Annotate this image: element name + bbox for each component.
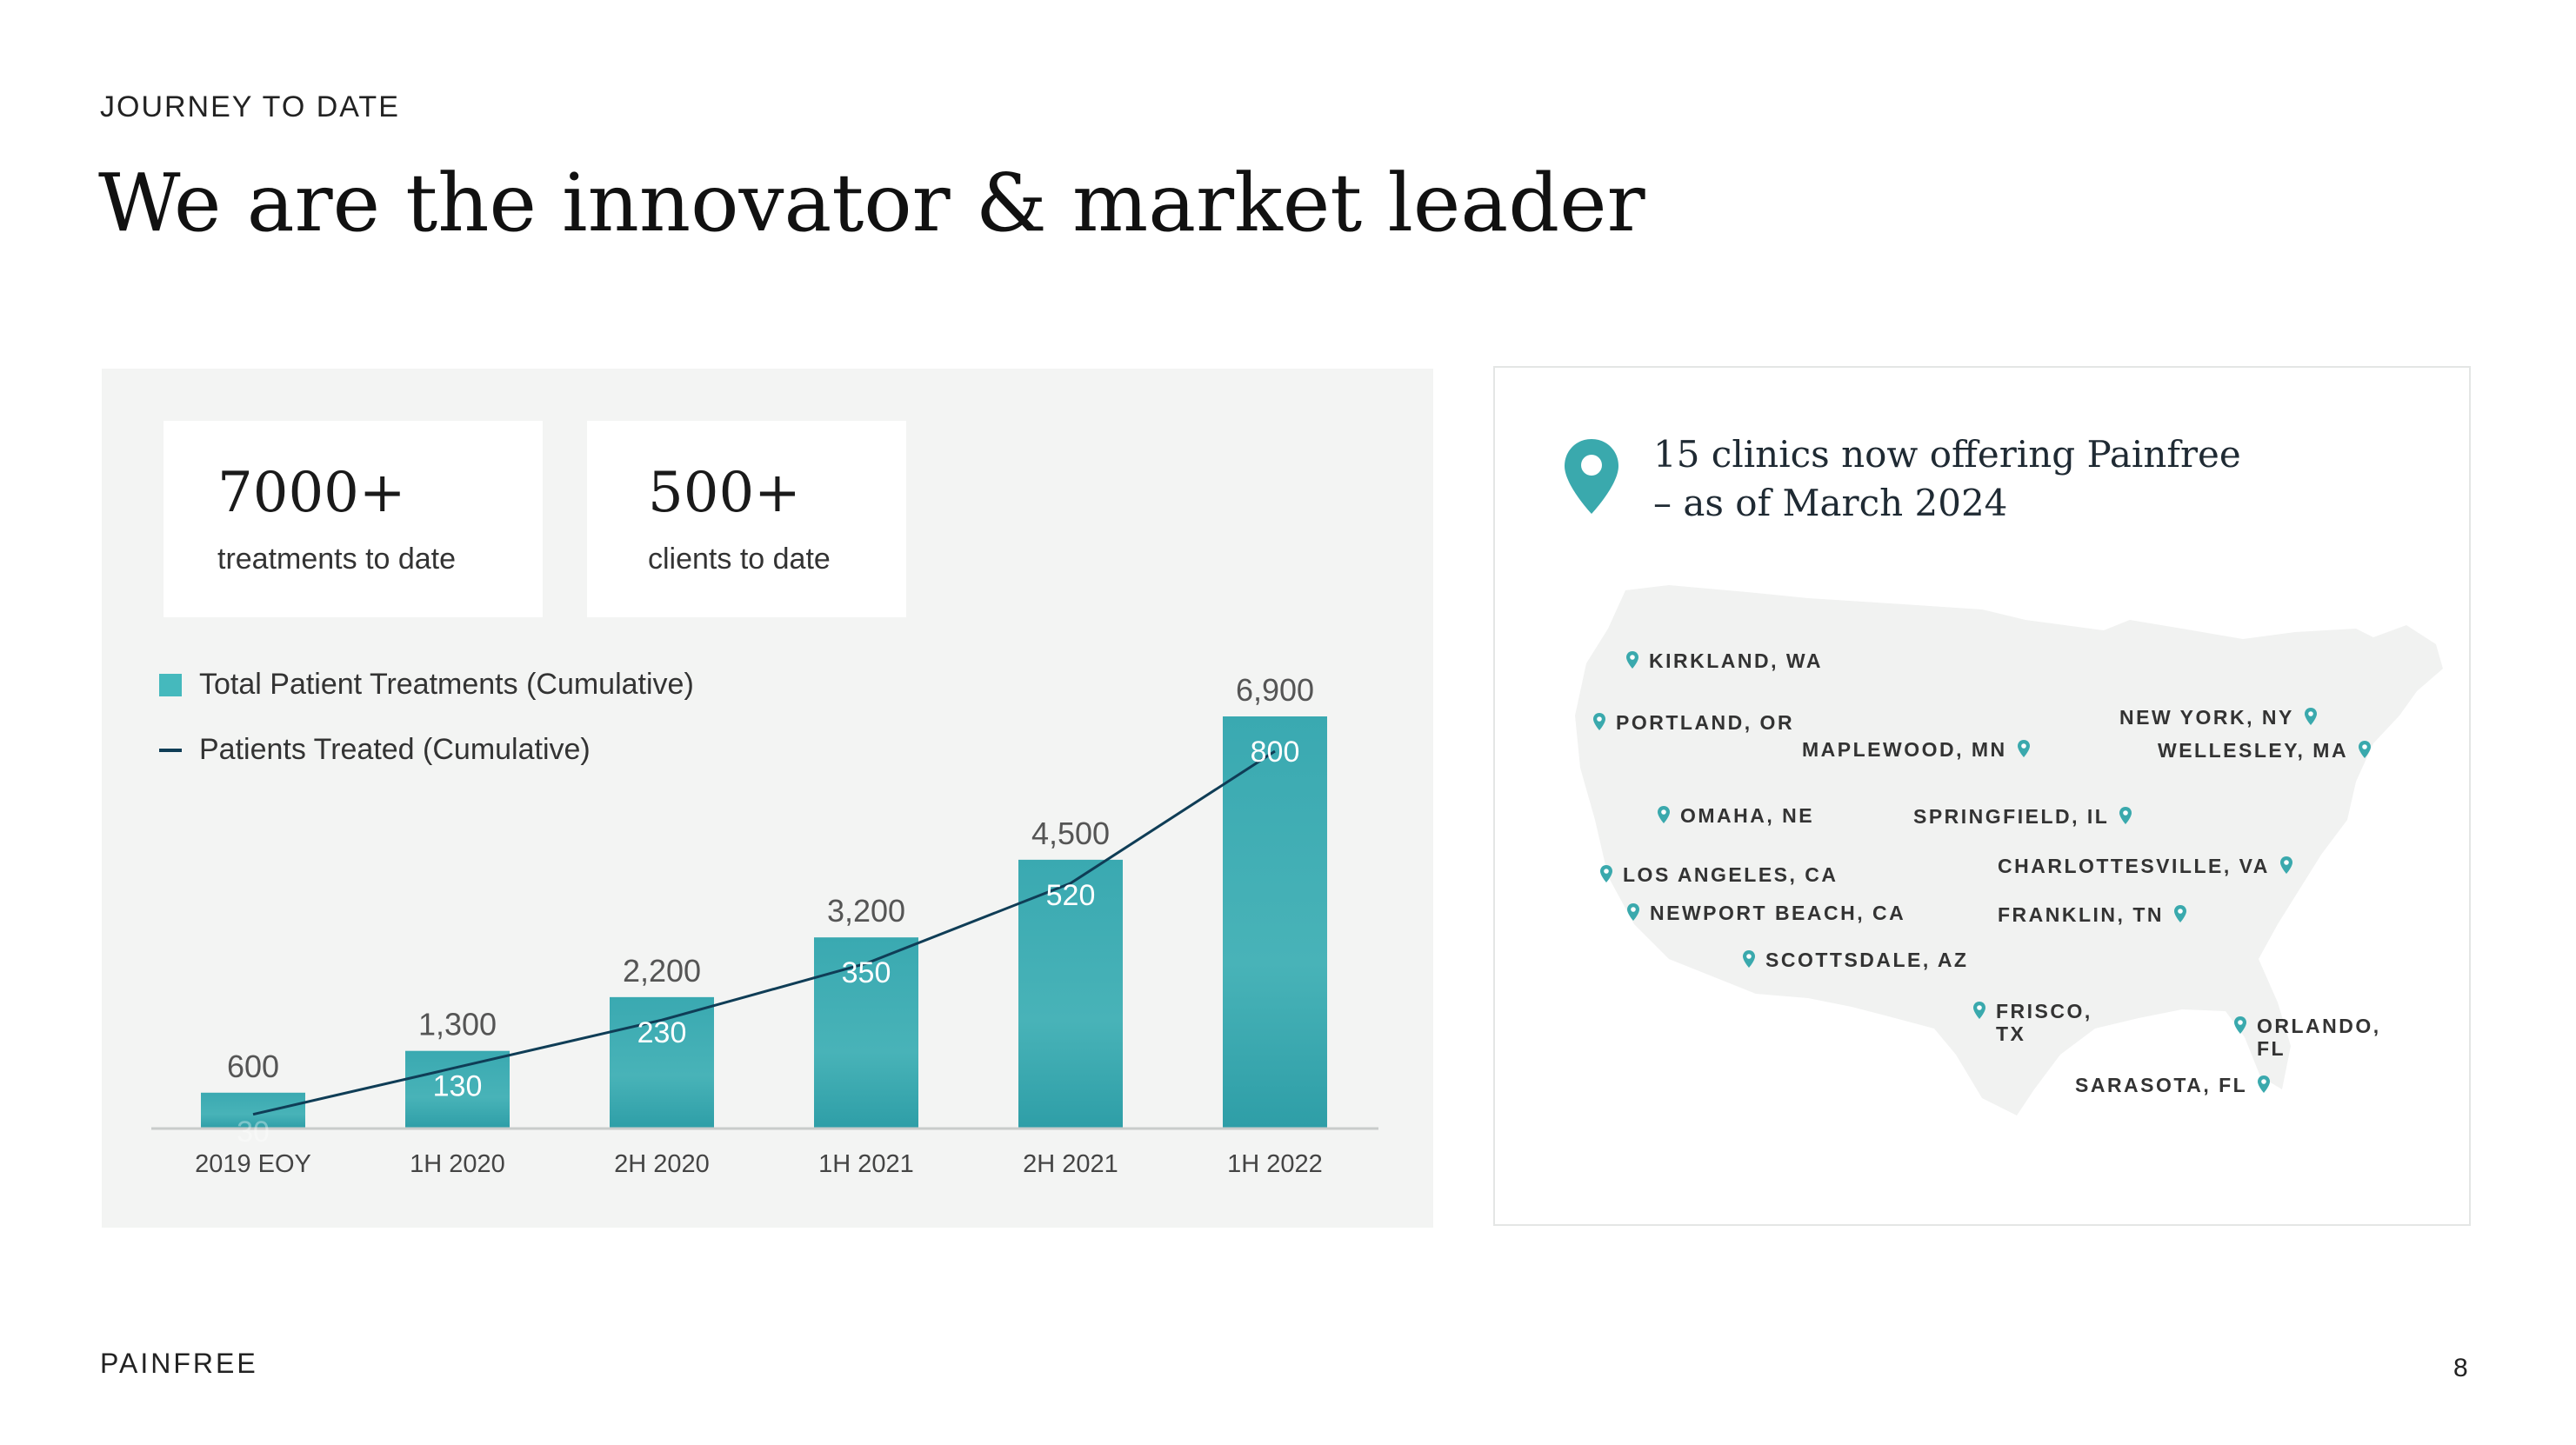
bar-5 bbox=[1223, 716, 1327, 1129]
clinic-springfield: SPRINGFIELD, IL bbox=[1913, 805, 2132, 828]
bar-value-label: 1,300 bbox=[418, 1007, 497, 1042]
bar-0 bbox=[201, 1092, 305, 1129]
clinic-wellesley: WELLESLEY, MA bbox=[2158, 739, 2372, 762]
clinic-newport-beach: NEWPORT BEACH, CA bbox=[1627, 902, 1905, 924]
clinic-label: MAPLEWOOD, MN bbox=[1802, 738, 2007, 761]
us-map bbox=[1575, 585, 2443, 1115]
clinic-new-york: NEW YORK, NY bbox=[2119, 706, 2317, 729]
footer-brand: PAINFREE bbox=[100, 1348, 258, 1379]
line-value-label: 520 bbox=[1046, 879, 1096, 912]
eyebrow-label: JOURNEY TO DATE bbox=[100, 90, 400, 123]
location-pin-icon bbox=[1743, 950, 1755, 968]
location-pin-icon bbox=[1973, 1002, 1985, 1019]
location-pin-icon bbox=[1627, 903, 1639, 921]
line-value-label: 350 bbox=[842, 956, 891, 989]
clinic-label: FRANKLIN, TN bbox=[1998, 903, 2164, 926]
location-pin-icon bbox=[1658, 806, 1670, 823]
stat-label: clients to date bbox=[648, 543, 831, 576]
clinic-label: LOS ANGELES, CA bbox=[1623, 863, 1839, 886]
stat-value: 500+ bbox=[648, 461, 801, 525]
line-value-label: 800 bbox=[1251, 736, 1300, 769]
location-pin-icon bbox=[2119, 807, 2132, 824]
x-tick-label: 1H 2022 bbox=[1227, 1150, 1323, 1178]
clinic-orlando: ORLANDO, FL bbox=[2234, 1015, 2381, 1060]
bar-4 bbox=[1018, 859, 1123, 1129]
location-pin-icon bbox=[2258, 1075, 2271, 1093]
clinic-label: KIRKLAND, WA bbox=[1649, 649, 1823, 672]
line-value-label: 130 bbox=[433, 1070, 483, 1103]
legend-item-bars: Total Patient Treatments (Cumulative) bbox=[159, 668, 694, 702]
clinic-frisco: FRISCO, TX bbox=[1973, 1000, 2100, 1045]
map-title: 15 clinics now offering Painfree – as of… bbox=[1653, 433, 2241, 524]
bar-3 bbox=[814, 937, 918, 1129]
clinic-label: NEW YORK, NY bbox=[2119, 706, 2294, 729]
x-tick-label: 1H 2020 bbox=[410, 1150, 505, 1178]
location-pin-icon bbox=[2017, 740, 2030, 757]
legend-label: Total Patient Treatments (Cumulative) bbox=[199, 668, 694, 701]
us-map-outline bbox=[1575, 585, 2443, 1115]
clinic-label: NEWPORT BEACH, CA bbox=[1650, 902, 1906, 924]
location-pin-icon bbox=[1593, 713, 1605, 730]
legend-label: Patients Treated (Cumulative) bbox=[199, 733, 591, 766]
clinic-maplewood: MAPLEWOOD, MN bbox=[1802, 738, 2030, 761]
bar-value-label: 4,500 bbox=[1031, 816, 1110, 851]
line-value-label: 230 bbox=[637, 1016, 687, 1049]
clinic-label: CHARLOTTESVILLE, VA bbox=[1998, 855, 2270, 877]
line-value-label: 30 bbox=[237, 1115, 270, 1149]
clinic-charlottesville: CHARLOTTESVILLE, VA bbox=[1998, 855, 2292, 877]
clinic-label: SCOTTSDALE, AZ bbox=[1765, 949, 1969, 971]
location-pin-icon bbox=[1626, 651, 1638, 669]
location-pin-icon bbox=[2279, 856, 2292, 874]
bar-1 bbox=[405, 1050, 510, 1129]
bar-value-label: 600 bbox=[227, 1049, 279, 1084]
location-pin-icon bbox=[2173, 905, 2186, 922]
clinic-scottsdale: SCOTTSDALE, AZ bbox=[1743, 949, 1968, 971]
clinic-label: SPRINGFIELD, IL bbox=[1913, 805, 2110, 828]
bar-value-label: 6,900 bbox=[1236, 672, 1314, 708]
clinic-label: ORLANDO, FL bbox=[2257, 1015, 2381, 1060]
location-pin-icon bbox=[1600, 865, 1612, 882]
x-tick-label: 2019 EOY bbox=[195, 1150, 311, 1178]
clinic-label: FRISCO, TX bbox=[1996, 1000, 2092, 1045]
legend-swatch-bar bbox=[159, 673, 182, 696]
legend-item-line: Patients Treated (Cumulative) bbox=[159, 733, 591, 767]
location-pin-icon bbox=[2304, 708, 2317, 725]
bar-value-label: 3,200 bbox=[827, 893, 905, 929]
bar-value-label: 2,200 bbox=[623, 953, 701, 989]
clinic-franklin: FRANKLIN, TN bbox=[1998, 903, 2186, 926]
page-title: We are the innovator & market leader bbox=[98, 156, 1645, 250]
line-series-patients bbox=[252, 749, 1276, 1116]
stat-label: treatments to date bbox=[217, 543, 457, 576]
clinic-portland: PORTLAND, OR bbox=[1593, 711, 1794, 734]
clinic-label: SARASOTA, FL bbox=[2075, 1074, 2248, 1096]
clinic-map-panel: 15 clinics now offering Painfree – as of… bbox=[1493, 366, 2471, 1226]
page-number: 8 bbox=[2453, 1354, 2468, 1382]
stat-card-treatments: 7000+ treatments to date bbox=[164, 421, 543, 617]
clinic-omaha: OMAHA, NE bbox=[1658, 804, 1814, 827]
clinic-los-angeles: LOS ANGELES, CA bbox=[1600, 863, 1839, 886]
location-pin-icon bbox=[1565, 439, 1618, 514]
stat-value: 7000+ bbox=[217, 461, 406, 525]
chart-panel: 7000+ treatments to date 500+ clients to… bbox=[102, 369, 1433, 1228]
clinic-sarasota: SARASOTA, FL bbox=[2075, 1074, 2271, 1096]
clinic-label: PORTLAND, OR bbox=[1616, 711, 1795, 734]
x-tick-label: 1H 2021 bbox=[818, 1150, 914, 1178]
legend-swatch-line bbox=[159, 748, 182, 752]
clinic-kirkland: KIRKLAND, WA bbox=[1626, 649, 1823, 672]
clinic-label: OMAHA, NE bbox=[1680, 804, 1815, 827]
location-pin-icon bbox=[2359, 741, 2372, 758]
location-pin-icon bbox=[2234, 1016, 2246, 1034]
x-tick-label: 2H 2021 bbox=[1023, 1150, 1118, 1178]
stat-card-clients: 500+ clients to date bbox=[587, 421, 906, 617]
clinic-label: WELLESLEY, MA bbox=[2158, 739, 2349, 762]
x-tick-label: 2H 2020 bbox=[614, 1150, 710, 1178]
